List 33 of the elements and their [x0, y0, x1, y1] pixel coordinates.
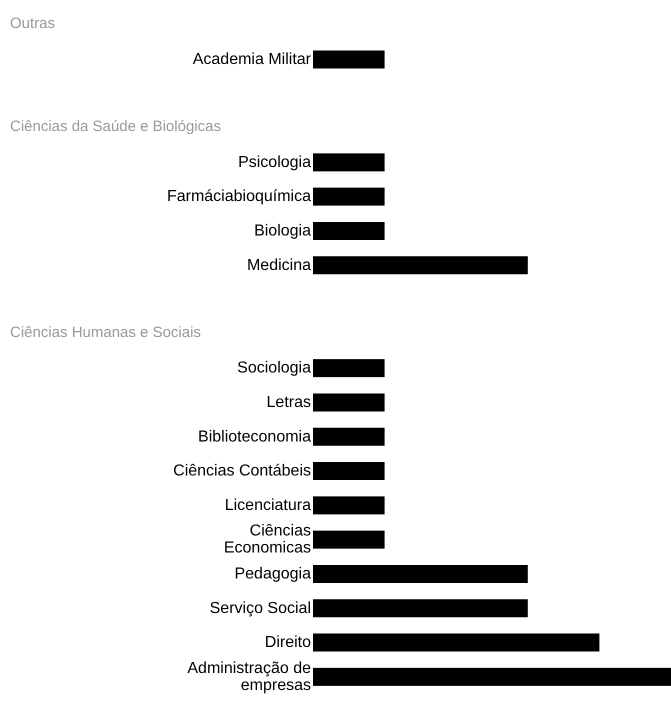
y-tick-label: Administração de empresas [187, 660, 312, 694]
bar [313, 564, 528, 583]
bar [313, 359, 385, 378]
y-tick-label: Pedagogia [234, 565, 312, 582]
y-tick-label: Letras [266, 394, 311, 411]
y-tick-label: Biologia [254, 222, 312, 240]
y-tick-label: Biblioteconomia [198, 428, 312, 446]
y-tick-label: Ciências Contábeis [173, 462, 311, 480]
y-tick-label: Medicina [246, 256, 312, 274]
bar [313, 530, 385, 549]
bar [313, 153, 385, 172]
y-tick-label: Ciências Economicas [224, 522, 311, 557]
bar [313, 256, 528, 274]
bar [313, 222, 385, 240]
y-tick-label: Sociologia [237, 360, 312, 377]
text: Ciências Humanas e Sociais [10, 324, 201, 341]
y-tick-label: Direito [264, 634, 312, 652]
bar [313, 393, 385, 412]
bar [313, 462, 385, 480]
y-tick-label: Farmáciabioquímica [166, 188, 312, 206]
bar [313, 50, 385, 68]
text: Ciências da Saúde e Biológicas [10, 118, 221, 136]
text: Outras [10, 15, 56, 32]
bar [313, 599, 528, 618]
bar [313, 634, 600, 652]
bar [313, 428, 385, 446]
bar [313, 188, 385, 206]
bar [313, 496, 385, 514]
y-tick-label: Serviço Social [210, 600, 311, 617]
y-tick-label: Psicologia [238, 154, 312, 171]
y-tick-label: Licenciatura [224, 496, 312, 514]
y-tick-label: Academia Militar [192, 50, 312, 68]
bar [313, 668, 671, 686]
